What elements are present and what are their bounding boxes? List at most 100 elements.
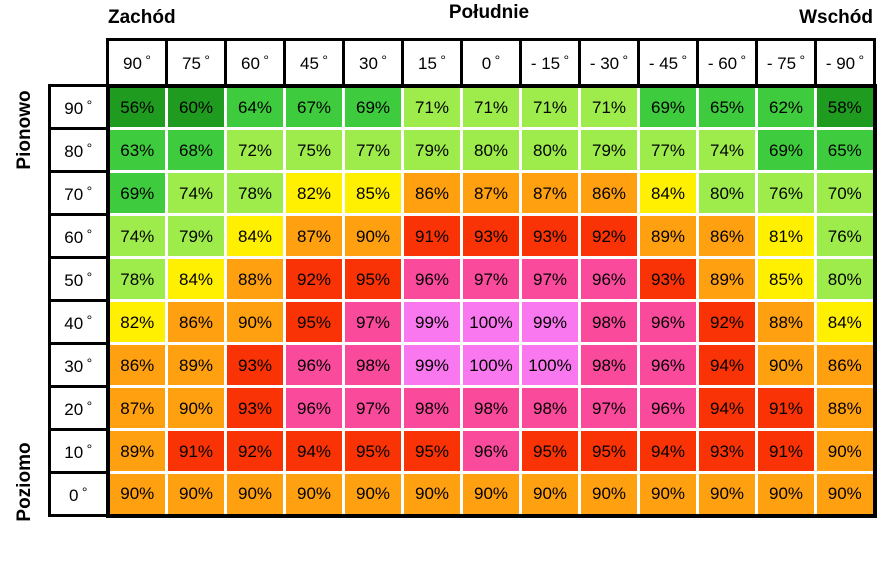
heatmap-cell: 86% — [401, 170, 463, 216]
heatmap-cell: 96% — [460, 428, 522, 474]
heatmap-cell: 90% — [696, 471, 758, 518]
heatmap-cell: 80% — [696, 170, 758, 216]
axis-group-label-east: Wschód — [799, 7, 873, 28]
heatmap-cell: 87% — [460, 170, 522, 216]
heatmap-cell: 92% — [578, 213, 640, 259]
heatmap-cell: 91% — [165, 428, 227, 474]
heatmap-cell: 71% — [519, 84, 581, 130]
heatmap-cell: 90% — [519, 471, 581, 518]
col-header-azimuth: 60 ° — [224, 38, 286, 88]
heatmap-cell: 90% — [224, 471, 286, 518]
heatmap-cell: 95% — [519, 428, 581, 474]
heatmap-cell: 81% — [755, 213, 817, 259]
heatmap-cell: 96% — [283, 342, 345, 388]
heatmap-cell: 97% — [342, 299, 404, 345]
heatmap-cell: 95% — [401, 428, 463, 474]
heatmap-cell: 86% — [696, 213, 758, 259]
heatmap-cell: 90% — [814, 428, 877, 474]
heatmap-cell: 56% — [106, 84, 168, 130]
heatmap-cell: 92% — [696, 299, 758, 345]
heatmap-cell: 65% — [814, 127, 877, 173]
heatmap-cell: 74% — [106, 213, 168, 259]
heatmap-cell: 90% — [401, 471, 463, 518]
heatmap-cell: 98% — [578, 299, 640, 345]
degree-symbol: ° — [86, 182, 93, 199]
degree-symbol: ° — [81, 483, 88, 500]
heatmap-cell: 89% — [106, 428, 168, 474]
heatmap-cell: 74% — [165, 170, 227, 216]
row-header-tilt: 20 ° — [48, 385, 110, 431]
heatmap-cell: 62% — [755, 84, 817, 130]
axis-group-label-vertical: Pionowo — [14, 90, 35, 170]
heatmap-cell: 100% — [460, 299, 522, 345]
heatmap-cell: 98% — [342, 342, 404, 388]
efficiency-heatmap-table: 90 ° 75 ° 60 ° 45 ° 30 ° 15 ° 0 ° - 15 ° - 30 ° -… — [48, 38, 877, 518]
col-header-azimuth: - 75 ° — [755, 38, 817, 88]
heatmap-cell: 91% — [401, 213, 463, 259]
row-header-tilt: 80 ° — [48, 127, 110, 173]
heatmap-cell: 90% — [755, 471, 817, 518]
degree-symbol: ° — [86, 311, 93, 328]
heatmap-row: 90 ° 56% 60% 64% 67% 69% 71% 71% 71% 71% 69% 65% 62%… — [48, 84, 877, 130]
heatmap-cell: 69% — [755, 127, 817, 173]
heatmap-cell: 96% — [637, 385, 699, 431]
degree-symbol: ° — [86, 397, 93, 414]
heatmap-cell: 93% — [224, 342, 286, 388]
row-header-tilt: 50 ° — [48, 256, 110, 302]
heatmap-cell: 98% — [519, 385, 581, 431]
heatmap-cell: 60% — [165, 84, 227, 130]
heatmap-cell: 68% — [165, 127, 227, 173]
heatmap-cell: 74% — [696, 127, 758, 173]
heatmap-cell: 100% — [519, 342, 581, 388]
degree-symbol: ° — [86, 225, 93, 242]
heatmap-cell: 80% — [460, 127, 522, 173]
heatmap-cell: 84% — [165, 256, 227, 302]
heatmap-cell: 97% — [342, 385, 404, 431]
row-header-tilt: 70 ° — [48, 170, 110, 216]
heatmap-cell: 69% — [342, 84, 404, 130]
degree-symbol: ° — [322, 51, 328, 68]
heatmap-cell: 89% — [696, 256, 758, 302]
heatmap-row: 40 ° 82% 86% 90% 95% 97% 99% 100% 99% 98% 96% 92% 88… — [48, 299, 877, 345]
row-header-tilt: 40 ° — [48, 299, 110, 345]
degree-symbol: ° — [86, 268, 93, 285]
heatmap-cell: 84% — [224, 213, 286, 259]
heatmap-cell: 69% — [637, 84, 699, 130]
heatmap-cell: 76% — [814, 213, 877, 259]
heatmap-cell: 82% — [283, 170, 345, 216]
heatmap-cell: 72% — [224, 127, 286, 173]
row-header-tilt: 10 ° — [48, 428, 110, 474]
heatmap-cell: 90% — [578, 471, 640, 518]
heatmap-cell: 87% — [519, 170, 581, 216]
heatmap-cell: 90% — [755, 342, 817, 388]
degree-symbol: ° — [740, 51, 747, 68]
axis-group-label-horizontal: Poziomo — [14, 442, 35, 522]
heatmap-row: 50 ° 78% 84% 88% 92% 95% 96% 97% 97% 96% 93% 89% 85%… — [48, 256, 877, 302]
heatmap-cell: 70% — [814, 170, 877, 216]
heatmap-cell: 97% — [460, 256, 522, 302]
heatmap-cell: 94% — [696, 385, 758, 431]
heatmap-row: 10 ° 89% 91% 92% 94% 95% 95% 96% 95% 95% 94% 93% 91%… — [48, 428, 877, 474]
row-header-tilt: 0 ° — [48, 471, 110, 517]
heatmap-cell: 89% — [165, 342, 227, 388]
heatmap-row: 0 ° 90% 90% 90% 90% 90% 90% 90% 90% 90% 90% 90% 90% 9… — [48, 471, 877, 518]
heatmap-cell: 95% — [578, 428, 640, 474]
heatmap-cell: 95% — [342, 428, 404, 474]
heatmap-cell: 90% — [460, 471, 522, 518]
degree-symbol: ° — [563, 51, 570, 68]
corner-cell — [50, 40, 108, 86]
row-header-tilt: 30 ° — [48, 342, 110, 388]
degree-symbol: ° — [622, 51, 629, 68]
col-header-azimuth: - 45 ° — [637, 38, 699, 88]
heatmap-cell: 96% — [578, 256, 640, 302]
heatmap-cell: 79% — [165, 213, 227, 259]
heatmap-cell: 86% — [578, 170, 640, 216]
heatmap-cell: 63% — [106, 127, 168, 173]
row-header-tilt: 60 ° — [48, 213, 110, 259]
heatmap-cell: 86% — [814, 342, 877, 388]
degree-symbol: ° — [381, 51, 387, 68]
heatmap-cell: 98% — [401, 385, 463, 431]
degree-symbol: ° — [858, 51, 865, 68]
heatmap-cell: 71% — [460, 84, 522, 130]
heatmap-cell: 71% — [578, 84, 640, 130]
